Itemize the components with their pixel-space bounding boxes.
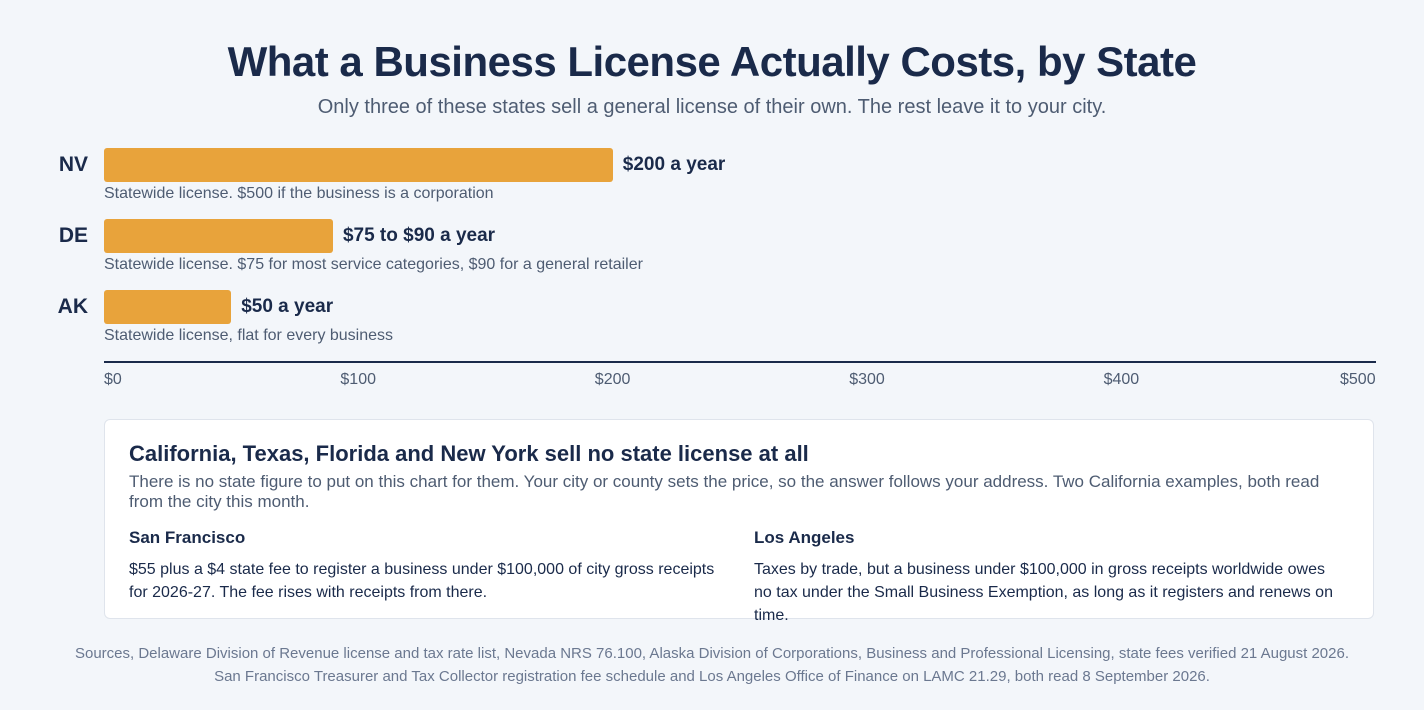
x-axis-line (104, 361, 1376, 363)
city-name: Los Angeles (754, 528, 855, 547)
city-san-francisco: San Francisco $55 plus a $4 state fee to… (129, 528, 719, 604)
x-tick-label: $200 (594, 371, 631, 388)
x-tick-label: $400 (1103, 371, 1140, 388)
bar (104, 148, 613, 182)
bar-note: Statewide license, flat for every busine… (104, 327, 394, 344)
chart-subtitle: Only three of these states sell a genera… (317, 96, 1107, 118)
city-los-angeles: Los Angeles Taxes by trade, but a busine… (754, 528, 1344, 627)
x-tick-label: $300 (849, 371, 885, 388)
sources-line: Sources, Delaware Division of Revenue li… (74, 645, 1350, 662)
x-tick-label: $500 (1340, 371, 1376, 388)
x-tick-label: $0 (104, 371, 122, 388)
x-tick-label: $100 (340, 371, 376, 388)
bar-note: Statewide license. $75 for most service … (104, 256, 643, 273)
sources-line: San Francisco Treasurer and Tax Collecto… (214, 668, 1210, 685)
bar-value-label: $75 to $90 a year (342, 225, 496, 246)
bar-note: Statewide license. $500 if the business … (104, 185, 494, 202)
bar-value-label: $200 a year (622, 154, 726, 175)
state-label: AK (57, 295, 88, 318)
state-label: DE (58, 224, 88, 247)
no-state-license-callout: California, Texas, Florida and New York … (104, 419, 1374, 624)
bar-value-label: $50 a year (241, 296, 334, 317)
bar (104, 219, 333, 253)
city-text: $55 plus a $4 state fee to register a bu… (129, 561, 715, 601)
city-text: Taxes by trade, but a business under $10… (754, 561, 1333, 624)
bar-chart: NV $200 a year Statewide license. $500 if … (57, 148, 1376, 388)
callout-title: California, Texas, Florida and New York … (129, 441, 809, 466)
bar (104, 290, 232, 324)
sources-note: Sources, Delaware Division of Revenue li… (0, 642, 1424, 688)
chart-title: What a Business License Actually Costs, … (227, 38, 1197, 85)
state-label: NV (58, 153, 88, 176)
callout-body: There is no state figure to put on this … (129, 472, 1320, 511)
city-name: San Francisco (129, 528, 246, 547)
